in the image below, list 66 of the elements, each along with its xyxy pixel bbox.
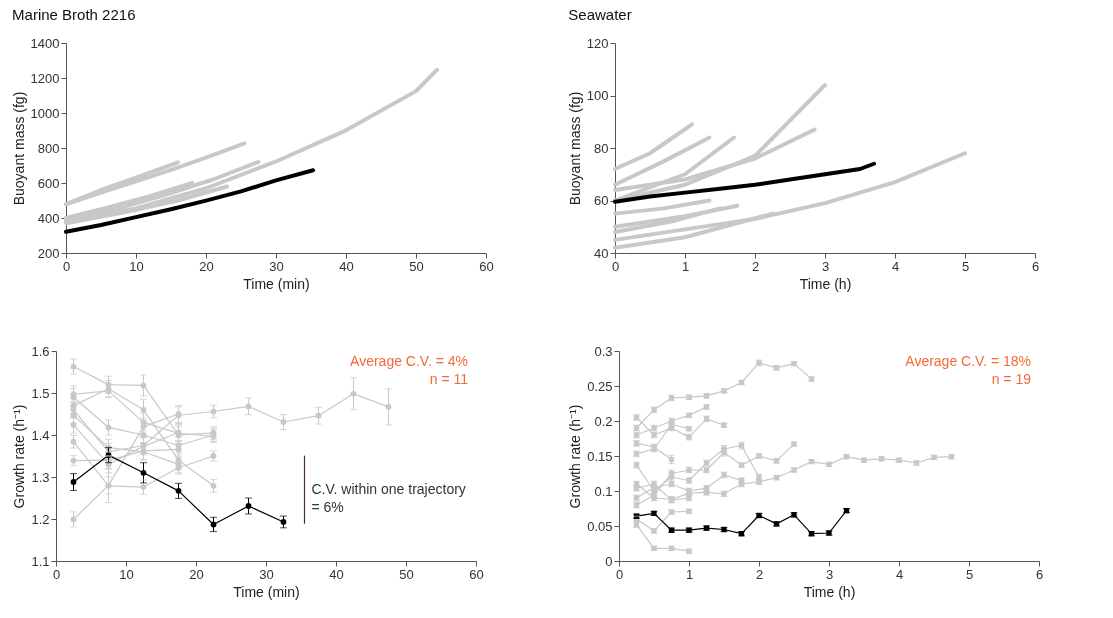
x-tick-label: 3 <box>825 566 834 582</box>
x-tick-label: 6 <box>1031 258 1040 274</box>
y-tick-label: 1.4 <box>31 427 50 443</box>
y-tick-label: 80 <box>594 140 609 156</box>
y-tick-label: 1.5 <box>31 385 50 401</box>
y-tick-label: 1.1 <box>31 553 50 569</box>
x-tick-label: 50 <box>409 258 424 274</box>
x-tick-label: 20 <box>199 258 214 274</box>
x-axis-title: Time (h) <box>803 583 856 600</box>
annotation: n = 19 <box>991 371 1032 387</box>
y-axis-title: Growth rate (h⁻¹) <box>11 404 28 509</box>
y-tick-label: 0 <box>605 553 613 569</box>
y-tick-label: 120 <box>586 35 609 51</box>
y-tick-label: 1.2 <box>31 511 50 527</box>
y-tick-label: 800 <box>37 140 60 156</box>
x-tick-label: 5 <box>961 258 970 274</box>
x-tick-label: 2 <box>755 566 764 582</box>
x-tick-label: 4 <box>891 258 900 274</box>
x-axis-title: Time (min) <box>243 275 310 292</box>
y-tick-label: 400 <box>37 210 60 226</box>
y-tick-label: 60 <box>594 193 609 208</box>
x-tick-label: 6 <box>1035 566 1044 582</box>
x-tick-label: 2 <box>751 258 760 274</box>
y-axis-title: Buoyant mass (fg) <box>10 91 27 206</box>
y-tick-label: 1.6 <box>31 343 50 359</box>
x-tick-label: 30 <box>269 258 284 274</box>
y-tick-label: 1200 <box>30 70 60 86</box>
y-tick-label: 0.05 <box>587 518 613 534</box>
x-axis-title: Time (h) <box>799 275 852 292</box>
y-tick-label: 100 <box>586 88 609 103</box>
annotation: Average C.V. = 4% <box>350 353 468 369</box>
x-tick-label: 5 <box>965 566 974 582</box>
x-tick-label: 60 <box>479 258 494 274</box>
y-tick-label: 0.2 <box>594 413 613 429</box>
x-tick-label: 4 <box>895 566 904 582</box>
x-tick-label: 10 <box>129 258 144 274</box>
chart-title: Seawater <box>568 6 632 23</box>
x-tick-label: 0 <box>62 258 71 274</box>
x-tick-label: 30 <box>259 566 274 582</box>
x-tick-label: 1 <box>681 258 690 274</box>
y-axis-title: Buoyant mass (fg) <box>566 91 583 206</box>
x-tick-label: 60 <box>469 566 484 582</box>
y-tick-label: 200 <box>37 245 60 261</box>
y-tick-label: 1000 <box>30 105 60 121</box>
x-tick-label: 50 <box>399 566 414 582</box>
annotation: Average C.V. = 18% <box>905 353 1031 369</box>
y-tick-label: 0.3 <box>594 343 613 359</box>
x-tick-label: 3 <box>821 258 830 274</box>
y-tick-label: 1400 <box>30 35 60 51</box>
annotation: n = 11 <box>429 371 469 387</box>
x-tick-label: 20 <box>189 566 204 582</box>
x-tick-label: 1 <box>685 566 694 582</box>
x-axis-title: Time (min) <box>233 583 300 600</box>
y-tick-label: 0.25 <box>587 378 613 394</box>
x-tick-label: 0 <box>615 566 624 582</box>
x-tick-label: 40 <box>329 566 344 582</box>
y-tick-label: 0.1 <box>594 483 613 499</box>
y-tick-label: 0.15 <box>587 448 613 464</box>
x-tick-label: 40 <box>339 258 354 274</box>
x-tick-label: 10 <box>119 566 134 582</box>
y-tick-label: 1.3 <box>31 469 50 485</box>
y-tick-label: 600 <box>37 175 60 191</box>
chart-title: Marine Broth 2216 <box>12 6 136 23</box>
annotation: C.V. within one trajectory = 6% <box>311 480 466 515</box>
y-axis-title: Growth rate (h⁻¹) <box>567 404 584 509</box>
y-tick-label: 40 <box>594 245 609 261</box>
